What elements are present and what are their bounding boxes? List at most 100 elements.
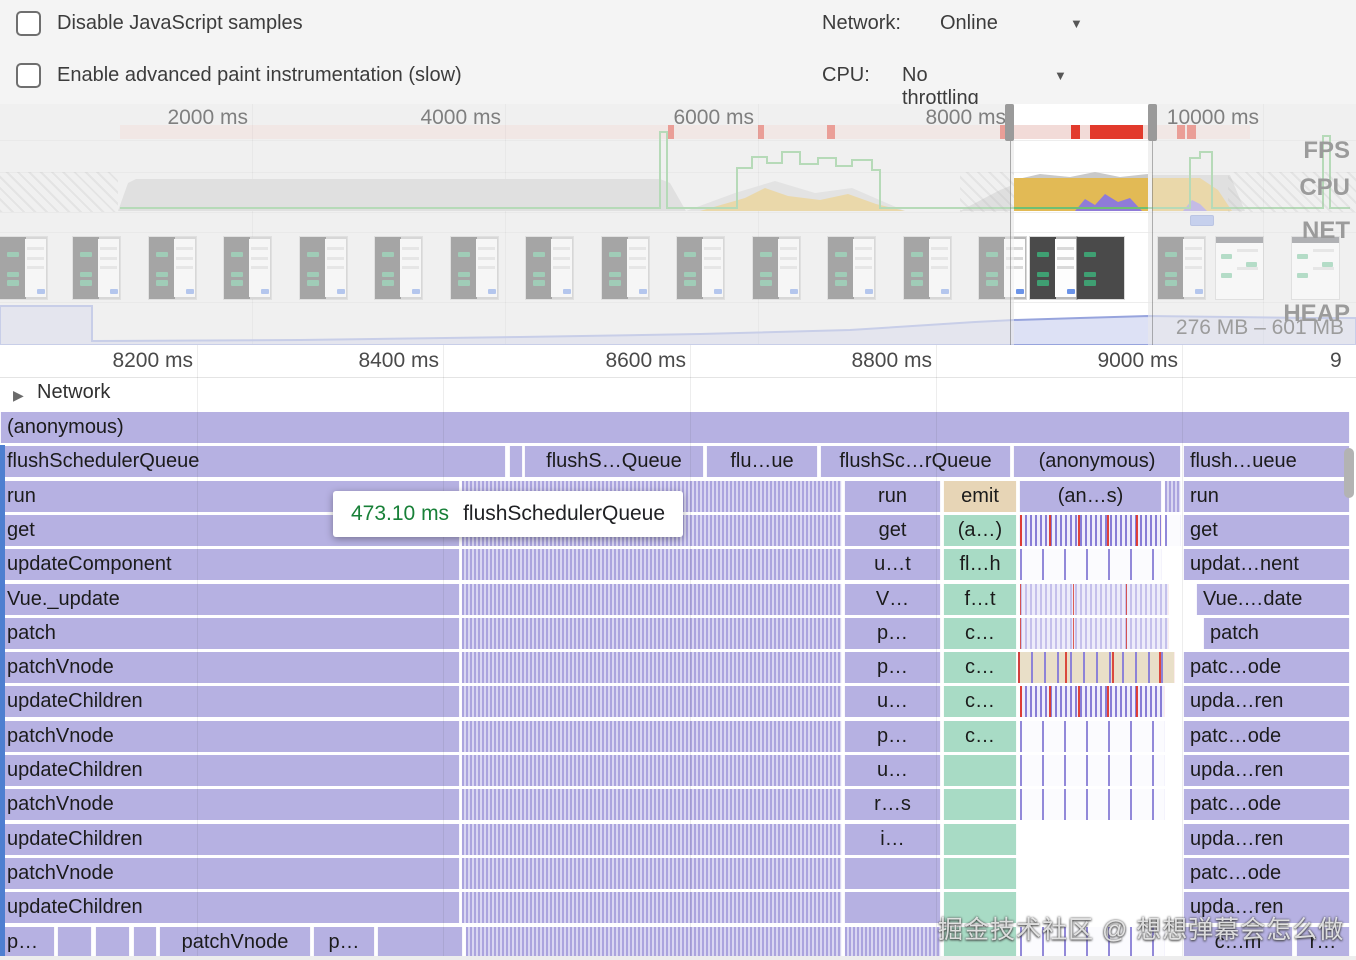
scrollbar-thumb[interactable] (1344, 448, 1354, 498)
flame-bar[interactable] (943, 823, 1017, 855)
flame-bar[interactable]: p… (313, 926, 375, 958)
flame-bar[interactable]: p… (844, 720, 941, 752)
flame-bar[interactable]: p… (844, 652, 941, 684)
flame-bar[interactable]: flushSc…rQueue (820, 446, 1011, 478)
flame-bar[interactable]: flushS…Queue (524, 446, 704, 478)
flame-bar[interactable]: i… (844, 823, 941, 855)
flame-bar[interactable]: updateChildren (0, 892, 460, 924)
flame-bar[interactable]: patc…ode (1183, 720, 1350, 752)
flame-bar[interactable] (377, 926, 463, 958)
timeline-overview[interactable]: 2000 ms 4000 ms 6000 ms 8000 ms 10000 ms FPS… (0, 104, 1356, 345)
flame-bar[interactable] (1019, 720, 1165, 752)
flame-bar[interactable]: updat…nent (1183, 549, 1350, 581)
flame-bar[interactable]: f…t (943, 583, 1017, 615)
flame-bar[interactable] (844, 858, 941, 890)
flame-bar[interactable] (1019, 583, 1169, 615)
flame-bar[interactable] (943, 755, 1017, 787)
flame-bar[interactable] (509, 446, 523, 478)
flame-bar[interactable]: upda…ren (1183, 686, 1350, 718)
network-section-header[interactable]: ▶ Network (0, 378, 1356, 411)
flame-bar[interactable]: p… (0, 926, 55, 958)
checkbox-box-icon[interactable] (16, 11, 41, 36)
flame-bar[interactable]: patc…ode (1183, 858, 1350, 890)
flame-bar[interactable]: (an…s) (1019, 480, 1162, 512)
flame-bar[interactable]: patchVnode (0, 858, 460, 890)
flame-bar[interactable] (943, 789, 1017, 821)
flame-bar[interactable]: u… (844, 755, 941, 787)
flame-bar[interactable] (461, 789, 842, 821)
checkbox-box-icon[interactable] (16, 63, 41, 88)
filmstrip-thumbnail[interactable] (1077, 237, 1124, 299)
flame-bar[interactable] (1019, 789, 1165, 821)
flame-bar[interactable] (133, 926, 157, 958)
flame-bar[interactable]: c… (943, 686, 1017, 718)
flame-bar[interactable]: get (844, 514, 941, 546)
flame-bar[interactable] (844, 926, 941, 958)
flame-bar[interactable]: patchVnode (0, 652, 460, 684)
flame-bar[interactable] (461, 617, 842, 649)
flame-bar[interactable]: c…m (1183, 926, 1293, 958)
flame-bar[interactable]: patch (1203, 617, 1350, 649)
flame-bar[interactable]: upda…ren (1183, 892, 1350, 924)
flame-bar[interactable]: upda…ren (1183, 823, 1350, 855)
flame-bar[interactable] (943, 892, 1017, 924)
flame-bar[interactable] (461, 858, 842, 890)
flame-bar[interactable]: u… (844, 686, 941, 718)
flame-bar[interactable] (57, 926, 92, 958)
flame-bar[interactable] (943, 926, 1017, 958)
flame-bar[interactable]: patch (0, 617, 460, 649)
flame-bar[interactable] (461, 686, 842, 718)
flame-bar[interactable]: updateChildren (0, 823, 460, 855)
flame-bar[interactable]: updateChildren (0, 755, 460, 787)
flame-bar[interactable] (844, 892, 941, 924)
flame-bar[interactable]: c… (943, 720, 1017, 752)
flame-bar[interactable]: Vue.…date (1196, 583, 1350, 615)
flame-bar[interactable] (1019, 549, 1162, 581)
flame-bar[interactable]: patc…ode (1183, 789, 1350, 821)
flame-bar[interactable]: upda…ren (1183, 755, 1350, 787)
flame-bar[interactable]: patchVnode (159, 926, 311, 958)
flame-bar[interactable]: p… (844, 617, 941, 649)
flame-bar[interactable]: c… (943, 652, 1017, 684)
flame-bar[interactable] (1164, 480, 1181, 512)
flame-bar[interactable] (461, 720, 842, 752)
flame-bar[interactable]: (anonymous) (1013, 446, 1181, 478)
flame-bar[interactable]: r… (1296, 926, 1350, 958)
filmstrip-thumbnail[interactable] (1030, 237, 1077, 299)
flame-bar[interactable] (465, 926, 842, 958)
flame-bar[interactable]: r…s (844, 789, 941, 821)
flame-bar[interactable]: flushSchedulerQueue (0, 446, 506, 478)
overview-selection-window[interactable] (1014, 104, 1148, 345)
disclosure-triangle-icon[interactable]: ▶ (13, 387, 24, 403)
flame-bar[interactable]: run (1183, 480, 1350, 512)
flame-bar[interactable] (1019, 926, 1165, 958)
flame-bar[interactable] (461, 755, 842, 787)
flame-bar[interactable] (1019, 514, 1162, 546)
flame-bar[interactable]: updateChildren (0, 686, 460, 718)
flame-bar[interactable] (95, 926, 130, 958)
flame-chart[interactable]: 8200 ms 8400 ms 8600 ms 8800 ms 9000 ms 9 ▶ N… (0, 345, 1356, 960)
flame-bar[interactable]: patchVnode (0, 789, 460, 821)
network-throttling-select[interactable]: Network: Online ▼ (822, 12, 1083, 35)
flame-bar[interactable] (461, 652, 842, 684)
flame-bar[interactable]: emit (943, 480, 1017, 512)
flame-bar[interactable]: c… (943, 617, 1017, 649)
flame-bar[interactable]: fl…h (943, 549, 1017, 581)
flame-bar[interactable] (1017, 652, 1175, 684)
flame-bar[interactable]: u…t (844, 549, 941, 581)
flame-bar[interactable]: V… (844, 583, 941, 615)
checkbox-disable-js-samples[interactable]: Disable JavaScript samples (16, 11, 303, 36)
flame-bar[interactable] (461, 892, 842, 924)
flame-bar[interactable] (461, 823, 842, 855)
flame-bar[interactable]: Vue._update (0, 583, 460, 615)
flame-bar[interactable]: flush…ueue (1183, 446, 1350, 478)
flame-bar[interactable] (1019, 617, 1169, 649)
flame-bar[interactable]: patchVnode (0, 720, 460, 752)
flame-bar[interactable]: updateComponent (0, 549, 460, 581)
flame-bar[interactable] (1164, 514, 1181, 546)
selection-handle-right[interactable] (1148, 104, 1157, 141)
flame-bar[interactable] (1019, 686, 1165, 718)
bottom-scroll-track[interactable] (0, 956, 1356, 960)
cpu-throttling-select[interactable]: CPU: No throttling ▼ (822, 64, 1067, 109)
flame-bar[interactable]: patc…ode (1183, 652, 1350, 684)
